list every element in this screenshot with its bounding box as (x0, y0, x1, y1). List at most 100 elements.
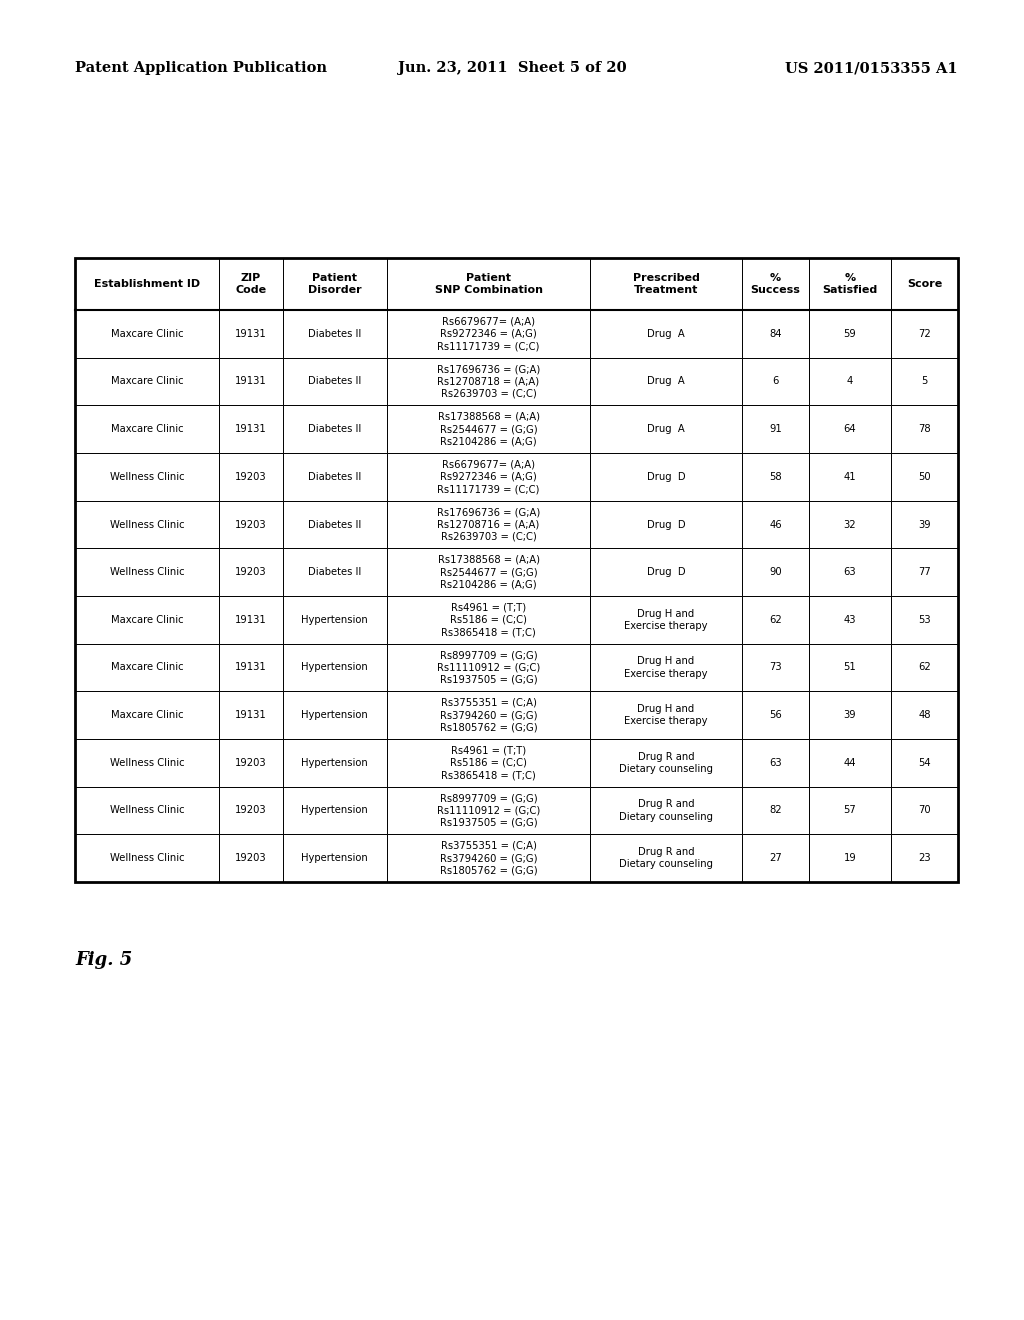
Text: Prescribed
Treatment: Prescribed Treatment (633, 273, 699, 296)
Bar (75, 405, 219, 453)
Text: 50: 50 (919, 471, 931, 482)
Bar (742, 834, 809, 882)
Text: Drug  A: Drug A (647, 329, 685, 339)
Text: 48: 48 (919, 710, 931, 721)
Bar (387, 500, 590, 548)
Text: 19131: 19131 (236, 376, 267, 387)
Bar (75, 644, 219, 692)
Text: 57: 57 (844, 805, 856, 816)
Bar (742, 453, 809, 500)
Text: Diabetes II: Diabetes II (308, 376, 361, 387)
Bar (590, 834, 742, 882)
Text: Drug R and
Dietary counseling: Drug R and Dietary counseling (618, 847, 713, 870)
Bar (742, 405, 809, 453)
Text: 4: 4 (847, 376, 853, 387)
Text: 73: 73 (769, 663, 781, 672)
Text: 78: 78 (919, 424, 931, 434)
Text: Fig. 5: Fig. 5 (75, 950, 132, 969)
Bar (387, 358, 590, 405)
Text: Diabetes II: Diabetes II (308, 424, 361, 434)
Text: 51: 51 (844, 663, 856, 672)
Text: 19: 19 (844, 853, 856, 863)
Bar (891, 358, 958, 405)
Bar (742, 500, 809, 548)
Bar (590, 453, 742, 500)
Text: Wellness Clinic: Wellness Clinic (110, 805, 184, 816)
Text: 19203: 19203 (236, 520, 267, 529)
Text: Rs17388568 = (A;A)
Rs2544677 = (G;G)
Rs2104286 = (A;G): Rs17388568 = (A;A) Rs2544677 = (G;G) Rs2… (437, 412, 540, 446)
Bar (75, 500, 219, 548)
Bar (387, 644, 590, 692)
Bar (742, 739, 809, 787)
Text: Rs3755351 = (C;A)
Rs3794260 = (G;G)
Rs1805762 = (G;G): Rs3755351 = (C;A) Rs3794260 = (G;G) Rs18… (439, 698, 538, 733)
Bar (75, 358, 219, 405)
Bar (283, 405, 387, 453)
Text: 19203: 19203 (236, 758, 267, 768)
Text: 39: 39 (919, 520, 931, 529)
Text: 84: 84 (769, 329, 781, 339)
Text: 63: 63 (844, 568, 856, 577)
Bar (809, 358, 891, 405)
Text: Drug H and
Exercise therapy: Drug H and Exercise therapy (625, 656, 708, 678)
Text: Score: Score (907, 279, 942, 289)
Text: Diabetes II: Diabetes II (308, 471, 361, 482)
Text: Drug  D: Drug D (647, 520, 685, 529)
Bar (809, 692, 891, 739)
Text: Wellness Clinic: Wellness Clinic (110, 853, 184, 863)
Text: Maxcare Clinic: Maxcare Clinic (111, 424, 183, 434)
Text: 54: 54 (919, 758, 931, 768)
Text: 44: 44 (844, 758, 856, 768)
Bar (742, 644, 809, 692)
Text: Wellness Clinic: Wellness Clinic (110, 758, 184, 768)
Text: 72: 72 (919, 329, 931, 339)
Bar (809, 310, 891, 358)
Text: Hypertension: Hypertension (301, 663, 369, 672)
Text: Hypertension: Hypertension (301, 805, 369, 816)
Bar (283, 644, 387, 692)
Text: 19203: 19203 (236, 471, 267, 482)
Text: Maxcare Clinic: Maxcare Clinic (111, 663, 183, 672)
Text: 91: 91 (769, 424, 781, 434)
Bar (891, 257, 958, 310)
Text: 64: 64 (844, 424, 856, 434)
Text: 19203: 19203 (236, 853, 267, 863)
Text: 32: 32 (844, 520, 856, 529)
Bar (75, 310, 219, 358)
Bar (219, 834, 283, 882)
Text: 5: 5 (922, 376, 928, 387)
Bar (387, 692, 590, 739)
Text: Diabetes II: Diabetes II (308, 520, 361, 529)
Bar (590, 257, 742, 310)
Bar (891, 548, 958, 597)
Bar (809, 597, 891, 644)
Bar (891, 739, 958, 787)
Bar (742, 310, 809, 358)
Text: 19203: 19203 (236, 568, 267, 577)
Text: Drug  D: Drug D (647, 471, 685, 482)
Bar (387, 739, 590, 787)
Bar (742, 257, 809, 310)
Bar (590, 644, 742, 692)
Text: Rs17388568 = (A;A)
Rs2544677 = (G;G)
Rs2104286 = (A;G): Rs17388568 = (A;A) Rs2544677 = (G;G) Rs2… (437, 554, 540, 590)
Text: 59: 59 (844, 329, 856, 339)
Text: Rs17696736 = (G;A)
Rs12708718 = (A;A)
Rs2639703 = (C;C): Rs17696736 = (G;A) Rs12708718 = (A;A) Rs… (437, 364, 541, 399)
Text: 62: 62 (769, 615, 781, 624)
Text: Wellness Clinic: Wellness Clinic (110, 568, 184, 577)
Bar (75, 739, 219, 787)
Bar (809, 548, 891, 597)
Bar (590, 739, 742, 787)
Bar (387, 787, 590, 834)
Bar (219, 358, 283, 405)
Text: %
Success: % Success (751, 273, 801, 296)
Bar (387, 257, 590, 310)
Text: Hypertension: Hypertension (301, 710, 369, 721)
Bar (809, 644, 891, 692)
Text: Hypertension: Hypertension (301, 758, 369, 768)
Text: Rs6679677= (A;A)
Rs9272346 = (A;G)
Rs11171739 = (C;C): Rs6679677= (A;A) Rs9272346 = (A;G) Rs111… (437, 317, 540, 351)
Text: Rs4961 = (T;T)
Rs5186 = (C;C)
Rs3865418 = (T;C): Rs4961 = (T;T) Rs5186 = (C;C) Rs3865418 … (441, 746, 536, 780)
Text: 82: 82 (769, 805, 781, 816)
Bar (590, 310, 742, 358)
Bar (742, 548, 809, 597)
Bar (75, 257, 219, 310)
Text: 6: 6 (772, 376, 778, 387)
